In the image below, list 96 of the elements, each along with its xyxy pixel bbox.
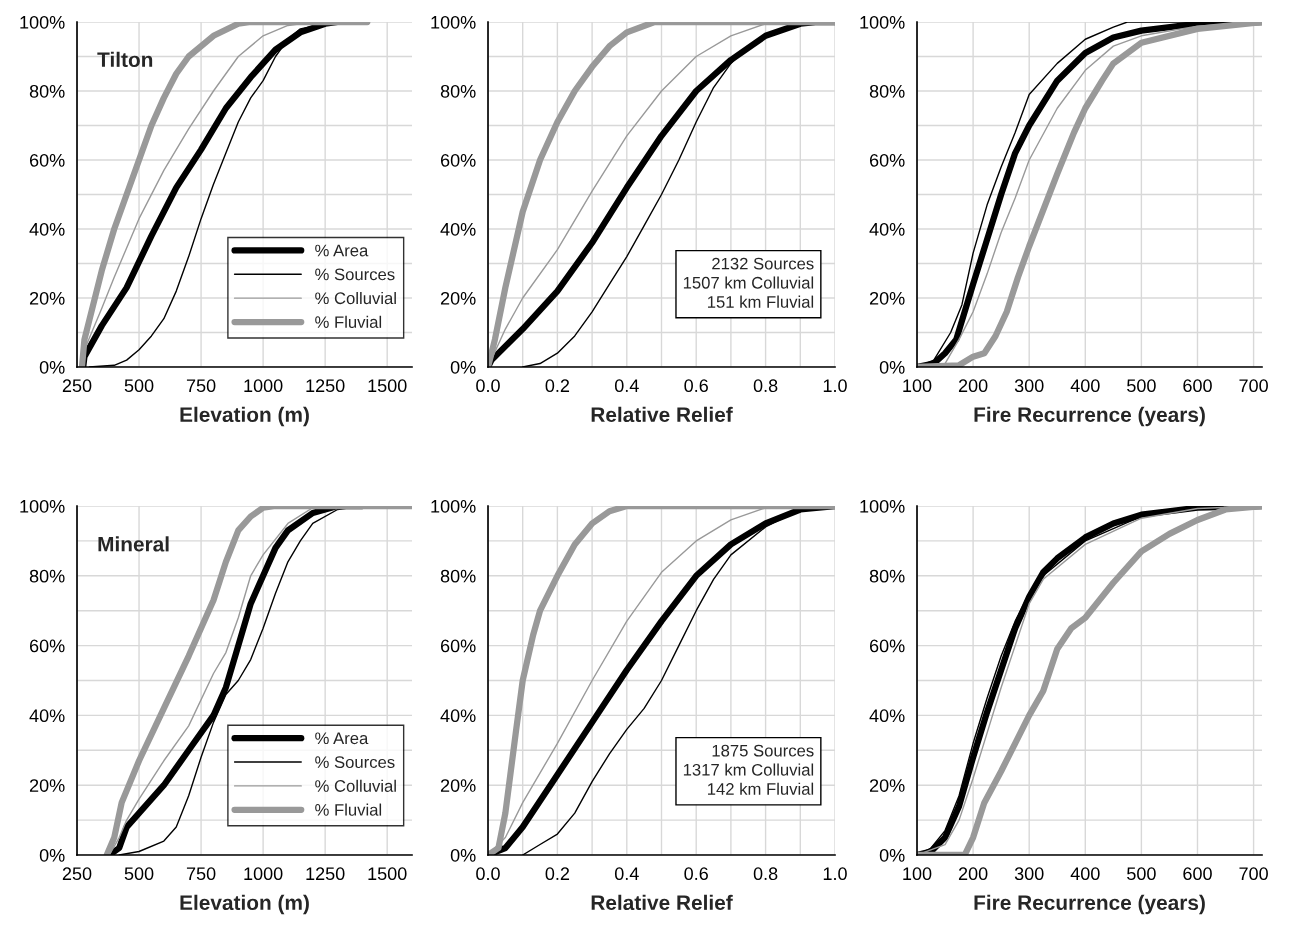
y-tick-label: 20% [440,291,476,305]
x-tick-label: 400 [1070,379,1100,393]
x-tick-label: 0.4 [614,867,639,881]
legend-label: % Sources [315,756,395,769]
x-tick-label: 100 [903,867,932,881]
x-tick-label: 750 [186,867,216,881]
x-tick-label: 250 [62,867,92,881]
y-tick-label: 80% [869,569,905,583]
y-tick-label: 80% [440,84,476,98]
x-tick-label: 400 [1070,867,1100,881]
y-tick-label: 0% [450,848,476,862]
legend-label: % Sources [315,268,395,281]
x-tick-label: 1000 [244,379,283,393]
x-tick-label: 0.0 [476,867,500,881]
x-tick-label: 200 [958,867,988,881]
y-tick-label: 100% [431,499,476,513]
y-tick-label: 40% [440,709,476,723]
y-tick-label: 80% [869,84,905,98]
x-tick-label: 600 [1183,867,1212,881]
y-tick-label: 0% [879,360,905,374]
x-tick-label: 0.4 [614,379,639,393]
x-tick-label: 0.2 [545,379,570,393]
annotation: 2132 Sources [712,257,814,270]
y-tick-label: 60% [440,639,476,653]
x-tick-label: 1500 [368,867,407,881]
legend-label: % Colluvial [315,291,396,305]
y-tick-label: 100% [431,15,476,29]
y-tick-label: 20% [29,291,65,305]
y-tick-label: 100% [20,15,65,29]
annotation: 1317 km Colluvial [683,763,814,776]
y-tick-label: 60% [869,153,905,167]
x-tick-label: 250 [62,379,92,393]
x-tick-label: 1250 [306,379,345,393]
text: Mineral [98,536,169,552]
legend-label: % Fluvial [315,315,382,329]
x-tick-label: 500 [124,867,154,881]
x-tick-label: 300 [1014,379,1044,393]
y-tick-label: 0% [39,360,65,374]
annotation: 1507 km Colluvial [683,276,814,289]
y-tick-label: 100% [20,499,65,513]
x-axis-title: Relative Relief [591,406,733,423]
annotation: 151 km Fluvial [708,295,814,308]
y-tick-label: 40% [869,222,905,236]
x-tick-label: 500 [1127,379,1156,393]
y-tick-label: 60% [869,639,905,653]
x-axis-title: Fire Recurrence (years) [974,894,1205,915]
x-tick-label: 0.8 [753,379,778,393]
legend-label: % Area [315,732,369,745]
x-tick-label: 1250 [306,867,345,881]
y-tick-label: 60% [440,153,476,167]
y-tick-label: 60% [29,639,65,653]
y-tick-label: 40% [29,222,65,236]
text: Tilton [97,51,153,68]
y-tick-label: 20% [869,291,905,305]
y-tick-label: 80% [440,569,476,583]
x-tick-label: 0.2 [545,867,570,881]
y-tick-label: 80% [29,569,65,583]
y-tick-label: 40% [29,709,65,723]
x-tick-label: 500 [124,379,154,393]
y-tick-label: 0% [39,848,65,862]
y-tick-label: 100% [860,15,905,29]
annotation: 1875 Sources [712,744,814,757]
annotation: 142 km Fluvial [708,782,814,795]
x-tick-label: 1.0 [823,867,847,881]
y-tick-label: 0% [450,360,476,374]
legend-label: % Colluvial [315,779,396,792]
x-axis-title: Elevation (m) [180,894,309,915]
y-tick-label: 60% [29,153,65,167]
y-tick-label: 40% [869,709,905,723]
y-tick-label: 20% [869,779,905,792]
x-tick-label: 500 [1127,867,1156,881]
x-tick-label: 700 [1239,867,1268,881]
x-tick-label: 0.6 [684,379,708,393]
y-tick-label: 80% [29,84,65,98]
legend-label: % Fluvial [315,803,382,816]
x-tick-label: 300 [1014,867,1044,881]
x-tick-label: 100 [903,379,932,393]
legend-label: % Area [315,244,369,257]
x-axis-title: Elevation (m) [180,406,309,427]
y-tick-label: 0% [879,848,905,862]
x-tick-label: 700 [1239,379,1268,393]
x-tick-label: 0.0 [476,379,500,393]
x-tick-label: 600 [1183,379,1212,393]
y-tick-label: 100% [860,499,905,513]
x-tick-label: 0.6 [684,867,708,881]
x-tick-label: 1500 [368,379,407,393]
y-tick-label: 20% [440,779,476,792]
x-tick-label: 1.0 [823,379,847,393]
x-tick-label: 0.8 [753,867,778,881]
x-tick-label: 200 [958,379,988,393]
y-tick-label: 20% [29,779,65,792]
x-axis-title: Fire Recurrence (years) [974,406,1205,427]
x-axis-title: Relative Relief [591,894,733,911]
x-tick-label: 1000 [244,867,283,881]
y-tick-label: 40% [440,222,476,236]
x-tick-label: 750 [186,379,216,393]
